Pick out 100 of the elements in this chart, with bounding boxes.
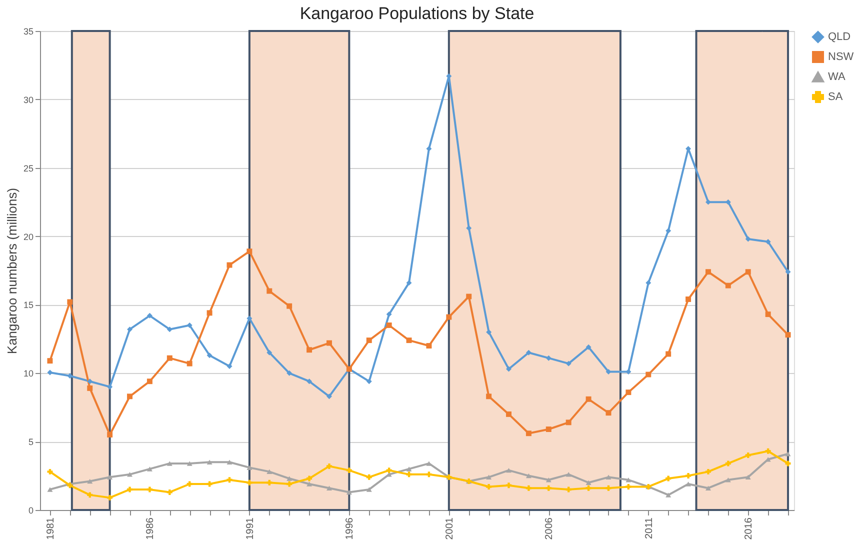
point: [646, 280, 652, 286]
point: [47, 487, 53, 492]
point: [566, 420, 572, 426]
x-tick-label: 2006: [544, 517, 556, 540]
y-tick-label: 20: [23, 232, 34, 242]
point: [246, 480, 252, 486]
point: [47, 468, 53, 474]
point: [67, 373, 73, 379]
point: [286, 303, 292, 309]
point: [146, 378, 152, 384]
point: [107, 384, 113, 390]
x-tick-label: 1981: [45, 517, 56, 540]
point: [87, 478, 93, 484]
point: [666, 492, 672, 498]
x-tick-label: 2001: [444, 517, 456, 540]
point: [646, 372, 652, 378]
point: [666, 351, 672, 357]
point: [306, 378, 312, 384]
point: [765, 312, 771, 318]
point: [266, 480, 272, 486]
point: [166, 489, 172, 495]
point: [386, 312, 392, 318]
y-tick-label: 30: [23, 94, 34, 105]
point: [606, 474, 612, 480]
point: [107, 494, 113, 500]
point: [426, 472, 432, 478]
point: [286, 370, 292, 376]
y-axis-title: Kangaroo numbers (millions): [4, 188, 20, 354]
point: [406, 472, 412, 478]
point: [246, 248, 252, 254]
point: [366, 378, 372, 384]
x-tick-label: 1991: [244, 517, 256, 540]
y-tick-label: 35: [23, 26, 34, 36]
point: [586, 485, 592, 491]
point: [406, 338, 412, 344]
y-tick-label: 15: [23, 300, 34, 310]
point: [386, 322, 392, 328]
point: [226, 364, 232, 370]
x-tick-label: 2011: [644, 517, 655, 540]
point: [586, 396, 592, 402]
point: [566, 486, 572, 492]
point: [67, 299, 73, 305]
point: [586, 344, 592, 350]
point: [326, 340, 332, 346]
point: [386, 468, 392, 474]
legend-label: NSW: [828, 51, 854, 63]
point: [745, 452, 751, 458]
point: [206, 460, 212, 464]
y-tick-label: 5: [28, 437, 34, 448]
point: [127, 326, 132, 332]
point: [107, 432, 113, 438]
point: [506, 411, 512, 417]
x-tick-label: 2016: [744, 517, 755, 540]
point: [526, 473, 532, 478]
point: [426, 146, 432, 152]
point: [246, 316, 252, 322]
point: [206, 352, 212, 358]
point: [127, 394, 132, 400]
point: [546, 426, 552, 432]
point: [486, 394, 492, 400]
point: [146, 312, 152, 318]
point: [526, 485, 532, 491]
point: [146, 466, 152, 472]
point: [326, 394, 332, 400]
point: [586, 480, 592, 485]
point: [626, 484, 632, 490]
point: [506, 482, 512, 488]
point: [366, 474, 372, 480]
point: [446, 314, 452, 320]
legend-label: QLD: [828, 31, 851, 43]
point: [765, 239, 771, 244]
point: [486, 484, 492, 490]
point: [306, 482, 312, 486]
legend-label: WA: [828, 71, 846, 83]
point: [226, 262, 232, 268]
point: [406, 280, 412, 286]
point: [186, 322, 192, 328]
point: [107, 474, 113, 480]
point: [546, 478, 552, 482]
point: [246, 465, 252, 470]
point: [526, 350, 532, 356]
y-tick-label: 0: [28, 506, 34, 516]
point: [226, 460, 232, 464]
y-tick-label: 25: [23, 163, 34, 174]
point: [286, 481, 292, 487]
point: [705, 269, 711, 275]
point: [366, 338, 372, 344]
y-tick-label: 10: [23, 368, 34, 379]
point: [426, 343, 432, 349]
legend-label: SA: [828, 91, 844, 103]
point: [206, 310, 212, 316]
point: [486, 474, 492, 480]
point: [566, 472, 572, 477]
point: [166, 326, 172, 332]
point: [306, 476, 312, 482]
point: [166, 461, 172, 466]
point: [266, 469, 272, 474]
point: [306, 347, 312, 353]
point: [87, 385, 93, 391]
point: [705, 199, 711, 205]
